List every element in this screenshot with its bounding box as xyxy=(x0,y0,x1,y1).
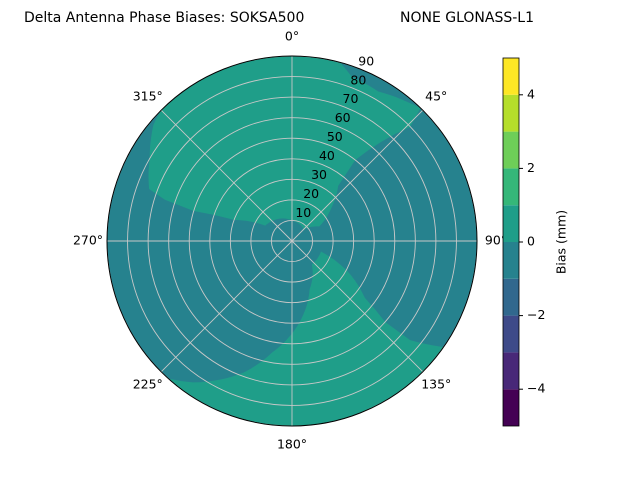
r-tick-label: 70 xyxy=(343,91,359,106)
theta-tick-label: 315° xyxy=(133,88,163,103)
theta-tick-label: 270° xyxy=(73,233,103,248)
angular-grid-line xyxy=(160,240,293,373)
theta-tick-label: 225° xyxy=(133,377,163,392)
r-tick-label: 80 xyxy=(350,72,366,87)
r-tick-label: 10 xyxy=(295,205,311,220)
colorbar-band xyxy=(503,58,519,95)
contour-region xyxy=(168,251,444,426)
theta-tick-label: 45° xyxy=(425,88,447,103)
colorbar-tick-label: 2 xyxy=(527,160,535,175)
angular-grid-line xyxy=(160,109,293,242)
polar-frame xyxy=(106,55,478,427)
colorbar-tick-label: −4 xyxy=(527,381,545,396)
chart-subtitle: NONE GLONASS-L1 xyxy=(400,10,534,26)
colorbar-band xyxy=(503,278,519,316)
colorbar-band xyxy=(503,205,519,242)
theta-tick-label: 90° xyxy=(485,233,507,248)
theta-tick-label: 135° xyxy=(421,377,451,392)
colorbar-band xyxy=(503,389,519,426)
colorbar-band xyxy=(503,94,519,132)
r-tick-label: 90 xyxy=(358,53,374,68)
theta-tick-label: 180° xyxy=(277,437,307,452)
colorbar-tick-label: −2 xyxy=(527,307,545,322)
r-tick-label: 50 xyxy=(327,129,343,144)
chart-title: Delta Antenna Phase Biases: SOKSA500 xyxy=(24,10,304,26)
r-tick-label: 30 xyxy=(311,167,327,182)
colorbar-band xyxy=(503,168,519,206)
r-tick-label: 20 xyxy=(303,186,319,201)
theta-tick-label: 0° xyxy=(285,29,299,44)
angular-grid-line xyxy=(291,240,424,373)
r-tick-label: 60 xyxy=(335,110,351,125)
contour-region xyxy=(148,56,421,230)
colorbar-band xyxy=(503,131,519,169)
colorbar-tick-label: 4 xyxy=(527,86,535,101)
angular-grid-line xyxy=(291,109,424,242)
colorbar-tick-label: 0 xyxy=(527,234,535,249)
r-tick-label: 40 xyxy=(319,148,335,163)
colorbar-band xyxy=(503,315,519,353)
colorbar-label: Bias (mm) xyxy=(554,210,569,274)
colorbar-band xyxy=(503,352,519,390)
plot-area xyxy=(107,56,477,426)
colorbar-band xyxy=(503,242,519,279)
